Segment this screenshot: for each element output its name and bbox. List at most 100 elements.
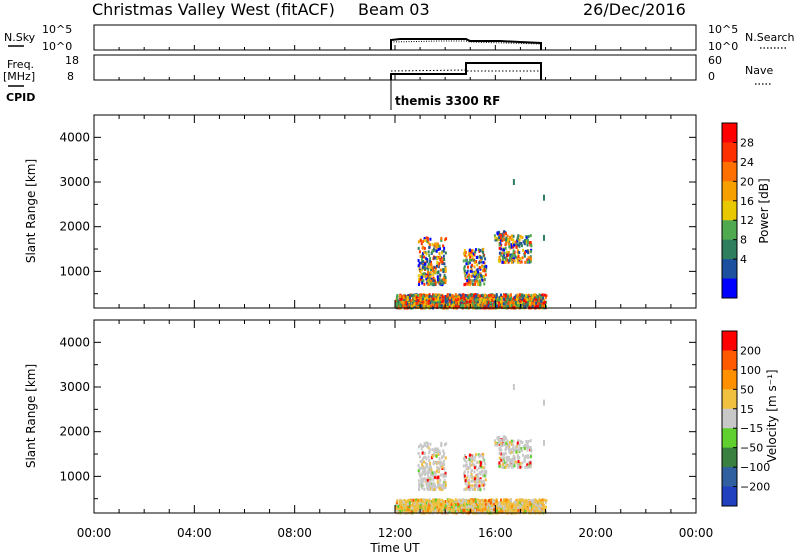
range-cell xyxy=(426,258,429,262)
range-cell xyxy=(412,504,415,508)
range-cell xyxy=(442,277,445,281)
range-cell xyxy=(475,461,478,465)
range-cell xyxy=(471,476,474,480)
range-cell xyxy=(503,233,506,237)
range-cell xyxy=(508,443,511,447)
range-cell xyxy=(530,499,533,503)
range-cell xyxy=(482,299,485,303)
range-cell xyxy=(444,472,447,476)
range-cell xyxy=(418,296,421,300)
range-cell xyxy=(427,470,430,474)
range-cell xyxy=(524,498,527,502)
range-cell xyxy=(470,502,473,506)
range-cell xyxy=(481,483,484,487)
range-cell xyxy=(473,480,476,484)
range-cell xyxy=(518,303,521,307)
range-cell xyxy=(432,297,435,301)
range-cell xyxy=(505,236,508,240)
range-cell xyxy=(456,305,459,309)
velocity-cells xyxy=(395,384,548,515)
range-cell xyxy=(500,300,503,304)
range-cell xyxy=(516,441,519,445)
range-cell xyxy=(528,260,531,264)
range-cell xyxy=(434,299,437,303)
range-cell xyxy=(467,296,470,300)
range-cell xyxy=(482,500,485,504)
range-cell xyxy=(431,282,434,286)
range-cell xyxy=(433,506,436,510)
range-cell xyxy=(524,260,527,264)
range-cell xyxy=(463,507,466,511)
range-cell xyxy=(417,506,420,510)
range-cell xyxy=(425,505,428,509)
range-cell xyxy=(434,471,437,475)
range-cell xyxy=(501,509,504,513)
range-cell xyxy=(463,304,466,308)
range-cell xyxy=(432,484,435,488)
range-cell xyxy=(514,255,517,259)
range-cell xyxy=(448,498,451,502)
range-cell xyxy=(482,465,485,469)
range-cell xyxy=(427,455,430,459)
range-cell xyxy=(466,474,469,478)
range-cell xyxy=(415,293,418,297)
range-cell xyxy=(415,295,418,299)
x-axis-label: Time UT xyxy=(369,541,420,554)
range-cell xyxy=(510,234,513,238)
range-cell xyxy=(473,272,476,276)
range-cell xyxy=(481,510,484,514)
range-cell xyxy=(442,244,445,248)
range-cell xyxy=(468,300,471,304)
range-cell xyxy=(426,296,429,300)
range-cell xyxy=(509,451,512,455)
range-cell xyxy=(509,506,512,510)
range-cell xyxy=(469,474,472,478)
range-cell xyxy=(502,297,505,301)
range-cell xyxy=(440,298,443,302)
range-cell xyxy=(490,304,493,308)
range-cell xyxy=(522,503,525,507)
range-cell xyxy=(519,439,522,443)
noise-tick-bottom: 10^0 xyxy=(42,40,72,53)
range-cell xyxy=(512,443,515,447)
range-cell xyxy=(532,507,535,511)
range-cell xyxy=(434,509,437,513)
range-cell xyxy=(407,510,410,514)
colorbar-segment xyxy=(722,447,737,468)
range-cell xyxy=(435,449,438,453)
range-cell xyxy=(463,283,466,287)
range-cell xyxy=(437,265,440,269)
range-cell xyxy=(501,465,504,469)
range-cell xyxy=(508,235,511,239)
range-cell xyxy=(439,273,442,277)
range-cell xyxy=(519,504,522,508)
range-cell xyxy=(435,293,438,297)
range-cell xyxy=(502,500,505,504)
range-cell xyxy=(460,304,463,308)
range-cell xyxy=(420,447,423,451)
colorbar-segment xyxy=(722,467,737,488)
range-cell xyxy=(530,448,533,452)
range-cell xyxy=(443,273,446,277)
range-cell xyxy=(467,507,470,511)
noise-tick-top: 10^5 xyxy=(42,23,72,36)
range-cell xyxy=(448,302,451,306)
range-cell xyxy=(398,301,401,305)
range-cell xyxy=(494,499,497,503)
range-cell xyxy=(460,298,463,302)
range-cell xyxy=(444,504,447,508)
range-cell xyxy=(521,502,524,506)
range-cell xyxy=(417,464,420,468)
range-cell xyxy=(477,500,480,504)
range-cell xyxy=(442,454,445,458)
range-cell xyxy=(408,296,411,300)
range-cell xyxy=(496,501,499,505)
range-cell xyxy=(470,498,473,502)
range-cell xyxy=(524,443,527,447)
range-cell xyxy=(503,251,506,255)
range-cell xyxy=(508,447,511,451)
range-cell xyxy=(516,502,519,506)
range-cell xyxy=(442,281,445,285)
range-cell xyxy=(479,256,482,260)
range-cell xyxy=(465,476,468,480)
